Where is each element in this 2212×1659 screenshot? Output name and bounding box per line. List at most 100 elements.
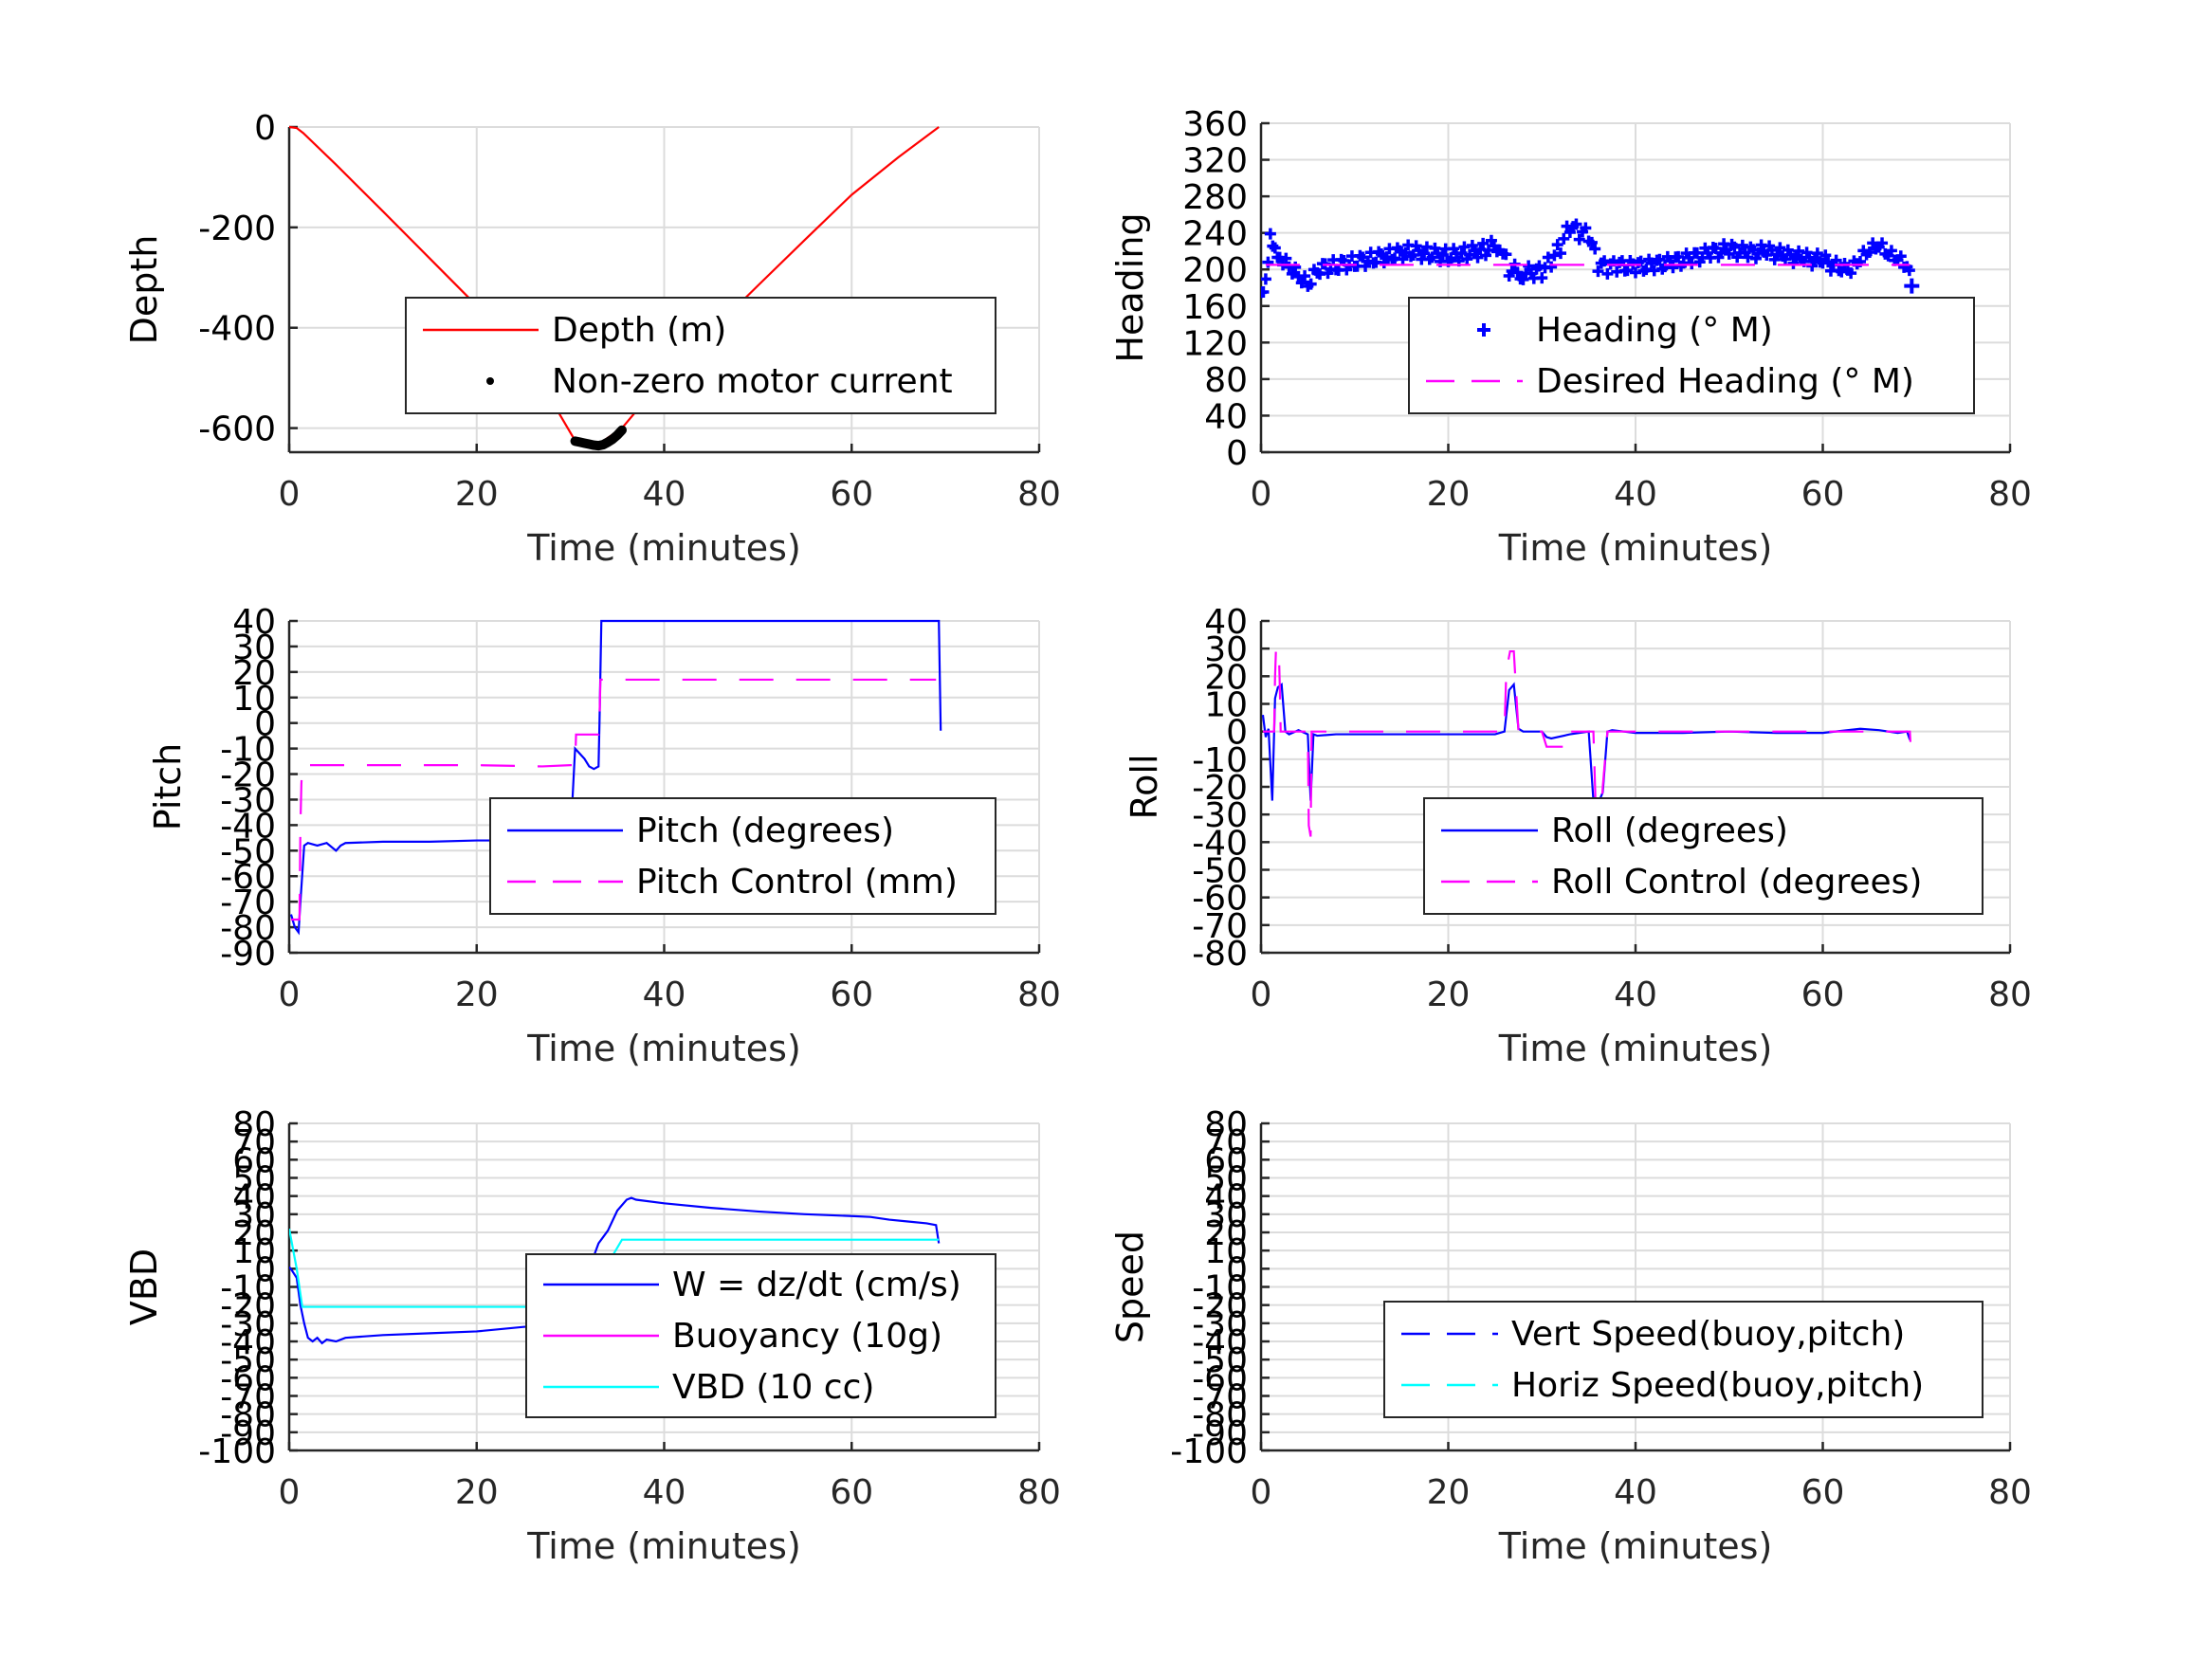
y-tick-label: -70 (220, 1378, 276, 1417)
heading-marker (1654, 253, 1666, 265)
x-axis-label: Time (minutes) (526, 1525, 801, 1567)
y-tick-label: 80 (232, 1105, 276, 1144)
x-tick-label: 80 (1988, 975, 2032, 1014)
legend-label: Vert Speed(buoy,pitch) (1511, 1315, 1905, 1354)
y-tick-label: 0 (1226, 1250, 1248, 1289)
y-tick-label: -400 (198, 310, 276, 349)
y-axis-label: Heading (1109, 212, 1151, 362)
y-tick-label: -20 (220, 1287, 276, 1326)
x-tick-label: 20 (455, 475, 499, 514)
y-tick-label: -80 (1192, 935, 1248, 974)
y-axis-label: Speed (1109, 1231, 1151, 1343)
heading-marker (1736, 239, 1748, 251)
legend-heading: Heading (° M) Desired Heading (° M) (1408, 297, 1975, 414)
heading-marker (1545, 261, 1558, 273)
legend-label: Horiz Speed(buoy,pitch) (1511, 1366, 1924, 1405)
x-tick-label: 60 (1801, 975, 1845, 1014)
legend-speed: Vert Speed(buoy,pitch) Horiz Speed(buoy,p… (1383, 1301, 1983, 1418)
plot-area (289, 125, 940, 451)
x-axis-label: Time (minutes) (526, 1028, 801, 1069)
y-tick-label: -40 (1192, 1323, 1248, 1362)
heading-marker (1601, 267, 1614, 280)
y-tick-label: 40 (232, 1178, 276, 1217)
y-tick-label: 0 (254, 1250, 276, 1289)
heading-marker (1774, 242, 1786, 254)
y-tick-label: -40 (1192, 824, 1248, 863)
y-tick-label: 40 (1204, 397, 1248, 436)
y-tick-label: 30 (232, 629, 276, 667)
y-axis-label: Roll (1124, 754, 1165, 819)
y-tick-label: -40 (220, 807, 276, 846)
y-tick-label: 320 (1182, 142, 1248, 181)
y-tick-label: -30 (1192, 1305, 1248, 1344)
y-tick-label: -30 (220, 1305, 276, 1344)
y-tick-label: 80 (1204, 1105, 1248, 1144)
x-axis-label: Time (minutes) (526, 527, 801, 569)
heading-marker (1845, 267, 1857, 280)
heading-marker (1728, 241, 1741, 253)
x-tick-label: 40 (643, 475, 686, 514)
y-tick-label: 40 (232, 603, 276, 642)
heading-marker (1261, 286, 1270, 299)
heading-marker (1289, 261, 1302, 273)
heading-marker (1262, 256, 1274, 268)
y-tick-label: 160 (1182, 288, 1248, 327)
heading-marker (1299, 270, 1311, 283)
y-tick-label: -20 (220, 757, 276, 795)
heading-marker (1904, 278, 1920, 294)
y-tick-label: 20 (1204, 1214, 1248, 1253)
legend-roll: Roll (degrees) Roll Control (degrees) (1423, 797, 1983, 915)
y-tick-label: 60 (1204, 1141, 1248, 1180)
heading-marker (1269, 242, 1281, 254)
legend-label: Non-zero motor current (552, 362, 953, 401)
heading-marker (1472, 251, 1484, 264)
y-tick-label: 30 (232, 1196, 276, 1235)
y-tick-label: -100 (198, 1432, 276, 1471)
y-tick-label: 60 (232, 1141, 276, 1180)
y-tick-label: -80 (220, 1396, 276, 1435)
y-tick-label: -10 (1192, 741, 1248, 780)
y-tick-label: -30 (220, 781, 276, 820)
y-tick-label: 10 (232, 680, 276, 719)
y-tick-label: -60 (1192, 1359, 1248, 1398)
heading-marker (1555, 247, 1566, 260)
y-tick-label: -50 (220, 832, 276, 871)
heading-marker (1280, 252, 1292, 264)
y-tick-label: -10 (220, 731, 276, 770)
y-tick-label: -50 (1192, 852, 1248, 891)
legend-box (1423, 797, 1983, 915)
heading-marker (1477, 237, 1490, 249)
y-tick-label: 280 (1182, 178, 1248, 217)
y-tick-label: -20 (1192, 769, 1248, 808)
legend-label: W = dz/dt (cm/s) (672, 1266, 961, 1304)
legend-label: Pitch (degrees) (636, 811, 894, 850)
subplot-depth: 0 20 40 60 80 0 -200 -400 -600 Time (minutes) Dept… (123, 109, 1061, 569)
x-tick-label: 20 (455, 1473, 499, 1512)
x-tick-label: 20 (1427, 975, 1471, 1014)
series-heading-0 (1261, 218, 1920, 299)
heading-marker (1903, 264, 1915, 277)
y-tick-label: 360 (1182, 105, 1248, 144)
y-tick-label: 10 (1204, 1232, 1248, 1271)
y-tick-label: 120 (1182, 324, 1248, 363)
y-axis-label: VBD (123, 1249, 165, 1325)
heading-marker (1723, 247, 1735, 260)
y-tick-label: 70 (232, 1123, 276, 1162)
y-tick-label: 80 (1204, 361, 1248, 400)
y-axis-label: Depth (123, 235, 165, 345)
x-tick-label: 40 (1614, 975, 1657, 1014)
heading-marker (1673, 250, 1685, 263)
heading-marker (1436, 249, 1449, 262)
y-tick-label: 10 (232, 1232, 276, 1271)
heading-marker (1686, 258, 1698, 270)
legend-label: Pitch Control (mm) (636, 863, 958, 902)
heading-marker (1533, 260, 1545, 272)
x-tick-label: 20 (455, 975, 499, 1014)
legend-depth: Depth (m) Non-zero motor current (405, 297, 996, 414)
heading-marker (1811, 247, 1823, 260)
y-tick-label: 20 (232, 654, 276, 693)
y-tick-label: -60 (220, 1359, 276, 1398)
y-tick-label: -20 (1192, 1287, 1248, 1326)
x-tick-label: 0 (1251, 475, 1272, 514)
